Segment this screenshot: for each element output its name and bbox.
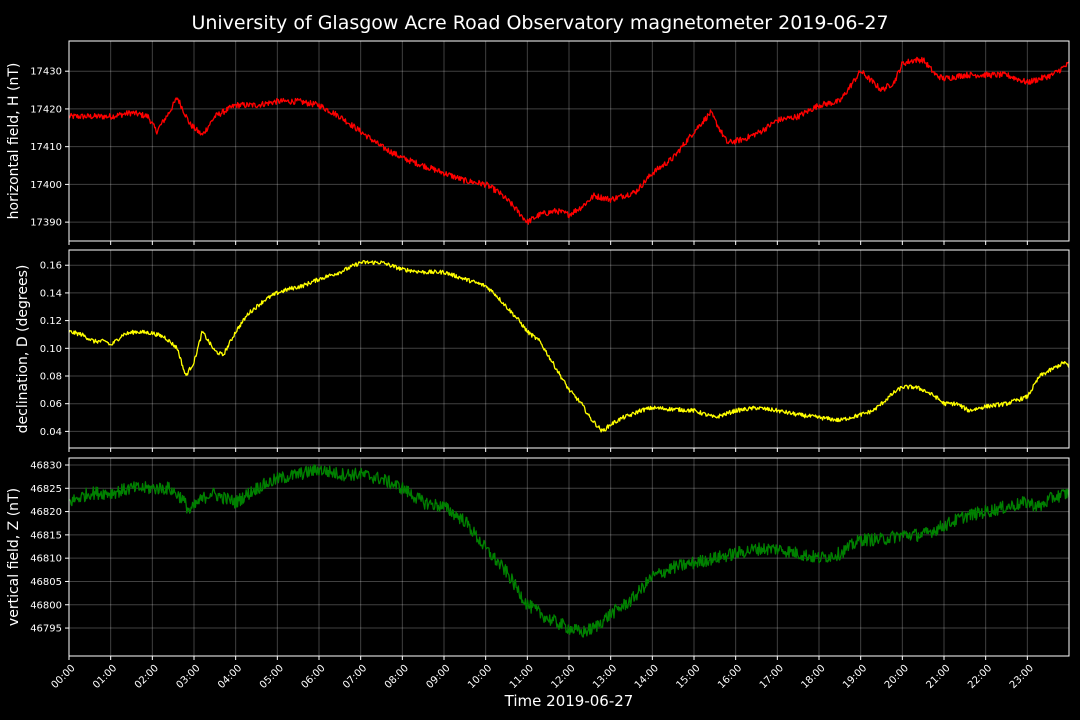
x-axis-label: Time 2019-06-27: [504, 692, 634, 710]
data-series-line: [68, 259, 1070, 433]
y-tick-label: 46815: [30, 530, 62, 541]
panel-1: 17390 17400 17410 17420 17430 horizontal fiel…: [6, 40, 1070, 245]
y-tick-label: 46805: [30, 577, 62, 588]
y-tick-label: 0.06: [40, 399, 62, 410]
panel-frame: [68, 249, 1070, 449]
y-tick-label: 0.04: [40, 427, 62, 438]
data-series-line: [68, 56, 1070, 225]
y-tick-label: 46830: [30, 460, 62, 471]
data-series-line: [68, 464, 1070, 638]
chart-title: University of Glasgow Acre Road Observat…: [191, 12, 888, 34]
y-tick-label: 17430: [30, 67, 62, 78]
panel-frame: [68, 40, 1070, 242]
y-axis-label: horizontal field, H (nT): [6, 63, 22, 220]
y-tick-label: 46795: [30, 624, 62, 635]
panel-3: 46795 46800 46805 46810 46815 46820 46825 46830…: [6, 457, 1070, 660]
panel-frame: [68, 457, 1070, 657]
y-tick-label: 0.10: [40, 344, 62, 355]
y-tick-label: 46800: [30, 600, 62, 611]
y-tick-label: 17390: [30, 218, 62, 229]
y-tick-label: 46810: [30, 554, 62, 565]
y-tick-label: 46820: [30, 507, 62, 518]
y-axis-label: declination, D (degrees): [15, 265, 31, 434]
y-tick-label: 17400: [30, 180, 62, 191]
y-tick-label: 46825: [30, 484, 62, 495]
y-tick-label: 0.14: [40, 288, 62, 299]
y-tick-label: 0.08: [40, 372, 62, 383]
y-tick-label: 0.12: [40, 316, 62, 327]
y-tick-label: 0.16: [40, 261, 62, 272]
y-tick-label: 17420: [30, 104, 62, 115]
y-axis-label: vertical field, Z (nT): [6, 488, 22, 626]
panel-2: 0.04 0.06 0.08 0.10 0.12 0.14 0.16 declination,…: [15, 249, 1070, 452]
y-tick-label: 17410: [30, 142, 62, 153]
